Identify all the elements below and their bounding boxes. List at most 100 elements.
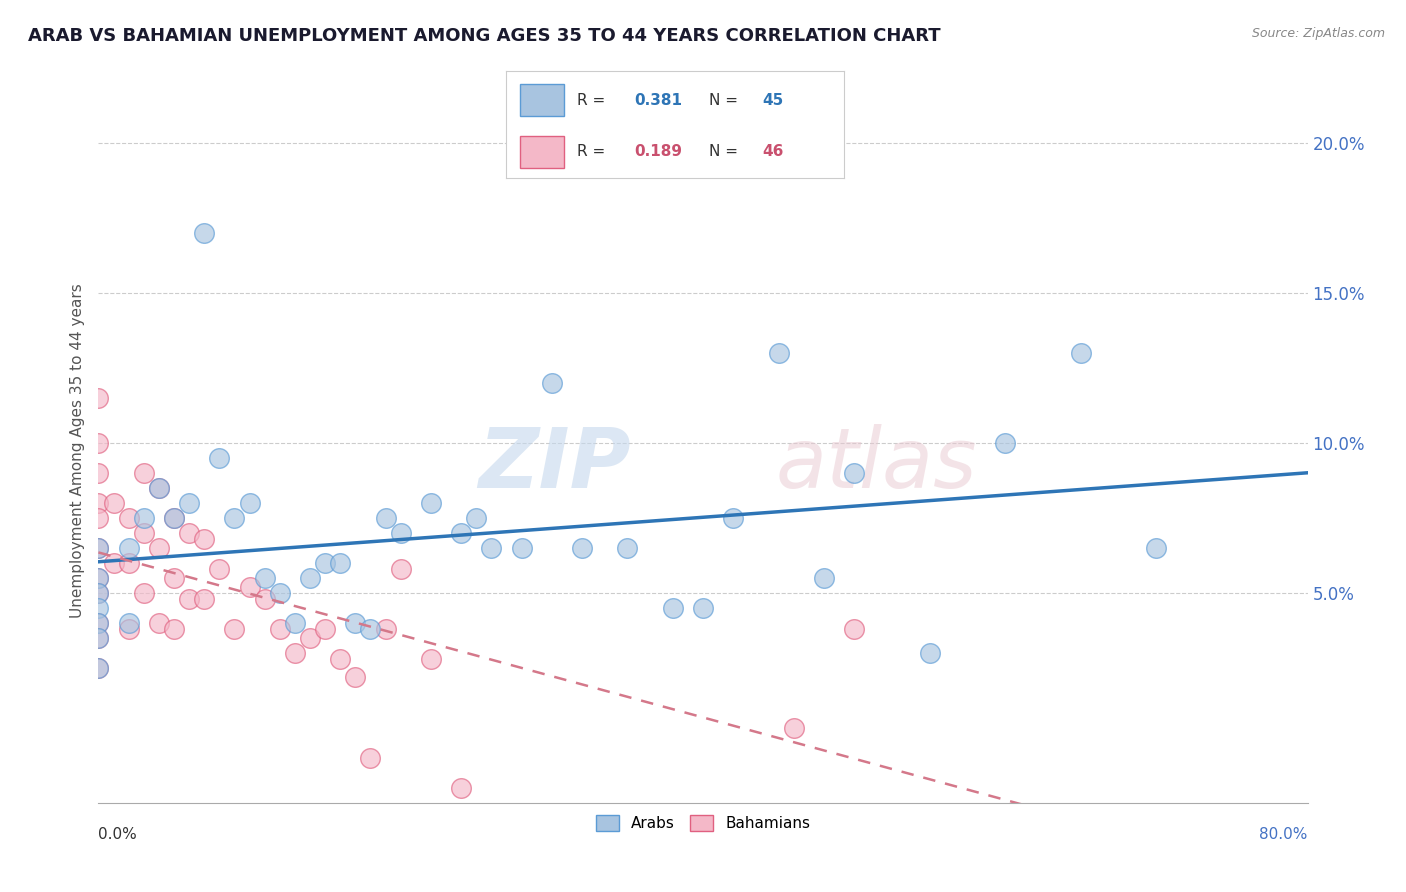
Point (329, 652, 352, 666)
Text: atlas: atlas (776, 424, 977, 505)
Point (87, 586, 110, 600)
Point (374, 622, 396, 636)
Point (284, 615, 307, 630)
Point (87, 586, 110, 600)
Point (87, 631, 110, 645)
Text: 0.189: 0.189 (634, 145, 682, 159)
Point (208, 450, 231, 465)
Point (389, 525, 412, 540)
Point (118, 615, 141, 630)
Point (360, 751, 382, 765)
Point (163, 571, 186, 585)
Point (465, 511, 488, 525)
Point (87, 571, 110, 585)
Point (208, 562, 231, 576)
Point (118, 511, 141, 525)
Point (813, 571, 835, 585)
Text: 45: 45 (762, 93, 785, 108)
Point (224, 511, 246, 525)
Point (103, 496, 125, 510)
Point (132, 586, 155, 600)
Point (420, 496, 443, 510)
Point (163, 622, 186, 636)
Point (87, 661, 110, 675)
Point (132, 525, 155, 540)
Point (723, 511, 745, 525)
Point (450, 525, 472, 540)
Point (87, 541, 110, 555)
Point (118, 556, 141, 570)
Point (450, 780, 472, 795)
Point (360, 622, 382, 636)
Point (87, 600, 110, 615)
Text: Source: ZipAtlas.com: Source: ZipAtlas.com (1251, 27, 1385, 40)
Text: ZIP: ZIP (478, 424, 630, 505)
Point (299, 571, 322, 585)
Point (87, 511, 110, 525)
Point (299, 631, 322, 645)
Point (148, 481, 170, 495)
Point (253, 571, 276, 585)
Point (87, 541, 110, 555)
Point (571, 541, 593, 555)
Point (1144, 541, 1167, 555)
Point (420, 652, 443, 666)
Point (692, 600, 714, 615)
Y-axis label: Unemployment Among Ages 35 to 44 years: Unemployment Among Ages 35 to 44 years (69, 283, 84, 618)
Text: R =: R = (576, 145, 610, 159)
Point (87, 496, 110, 510)
Text: R =: R = (576, 93, 610, 108)
Point (179, 525, 201, 540)
Point (193, 591, 215, 606)
Point (103, 556, 125, 570)
Point (269, 586, 291, 600)
Text: 0.381: 0.381 (634, 93, 682, 108)
Point (87, 615, 110, 630)
Point (661, 600, 683, 615)
Text: N =: N = (709, 145, 742, 159)
Point (163, 511, 186, 525)
Point (389, 562, 412, 576)
Text: ARAB VS BAHAMIAN UNEMPLOYMENT AMONG AGES 35 TO 44 YEARS CORRELATION CHART: ARAB VS BAHAMIAN UNEMPLOYMENT AMONG AGES… (28, 27, 941, 45)
Text: 0.0%: 0.0% (98, 828, 138, 842)
Point (148, 541, 170, 555)
Point (87, 631, 110, 645)
Point (87, 661, 110, 675)
Point (994, 436, 1017, 450)
Point (329, 556, 352, 570)
Point (344, 615, 367, 630)
Point (132, 511, 155, 525)
Point (844, 622, 866, 636)
Point (284, 646, 307, 660)
Legend: Arabs, Bahamians: Arabs, Bahamians (589, 809, 817, 838)
Point (224, 622, 246, 636)
Point (783, 721, 806, 735)
Point (148, 615, 170, 630)
Point (768, 346, 790, 360)
Point (118, 622, 141, 636)
Point (193, 226, 215, 240)
Point (269, 622, 291, 636)
Point (179, 496, 201, 510)
Point (118, 541, 141, 555)
Point (374, 511, 396, 525)
Point (510, 541, 533, 555)
FancyBboxPatch shape (520, 136, 564, 168)
Point (179, 591, 201, 606)
Point (87, 466, 110, 480)
Point (540, 376, 562, 390)
Point (253, 591, 276, 606)
Point (132, 466, 155, 480)
Point (1070, 346, 1092, 360)
Point (87, 571, 110, 585)
Point (314, 556, 336, 570)
Point (193, 532, 215, 546)
Point (239, 580, 262, 594)
Text: N =: N = (709, 93, 742, 108)
Point (87, 436, 110, 450)
Point (148, 481, 170, 495)
Text: 46: 46 (762, 145, 785, 159)
Point (87, 615, 110, 630)
Text: 80.0%: 80.0% (1260, 828, 1308, 842)
Point (87, 391, 110, 405)
